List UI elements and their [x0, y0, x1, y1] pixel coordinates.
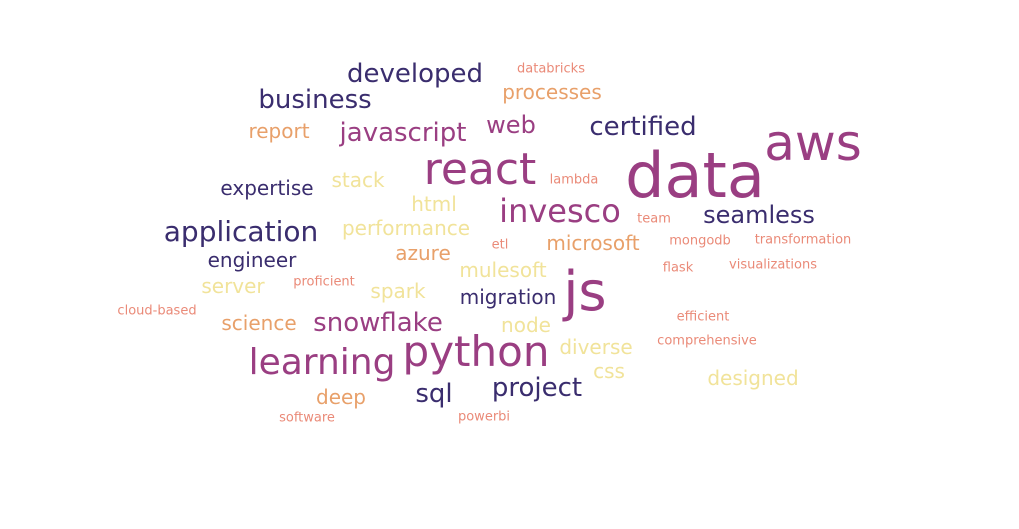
word-team: team [637, 211, 671, 227]
word-lambda: lambda [549, 172, 599, 188]
word-project: project [491, 373, 583, 403]
word-data: data [625, 139, 765, 212]
word-javascript: javascript [339, 118, 467, 148]
word-server: server [201, 274, 265, 298]
word-performance: performance [341, 216, 471, 240]
word-processes: processes [502, 80, 602, 104]
word-snowflake: snowflake [313, 308, 443, 338]
word-certified: certified [589, 112, 697, 142]
word-seamless: seamless [703, 201, 815, 229]
word-microsoft: microsoft [546, 231, 640, 255]
word-etl: etl [491, 237, 509, 253]
word-css: css [593, 359, 625, 383]
word-visualizations: visualizations [729, 257, 817, 273]
word-software: software [279, 410, 335, 426]
word-report: report [248, 119, 310, 143]
word-expertise: expertise [220, 176, 314, 200]
word-sql: sql [415, 379, 453, 409]
word-designed: designed [707, 366, 799, 390]
word-deep: deep [316, 385, 366, 409]
word-business: business [258, 85, 372, 115]
word-efficient: efficient [676, 309, 730, 325]
word-diverse: diverse [559, 335, 633, 359]
word-transformation: transformation [754, 232, 852, 248]
word-react: react [423, 144, 537, 195]
word-spark: spark [370, 279, 426, 303]
word-comprehensive: comprehensive [657, 333, 757, 349]
word-science: science [221, 311, 297, 335]
word-cloud-based: cloud-based [117, 303, 197, 319]
word-stack: stack [331, 168, 385, 192]
word-python: python [402, 327, 550, 376]
word-js: js [563, 260, 607, 323]
word-mulesoft: mulesoft [459, 258, 547, 282]
word-developed: developed [346, 59, 484, 89]
word-node: node [501, 313, 551, 337]
word-aws: aws [764, 114, 862, 172]
word-html: html [411, 192, 457, 216]
word-powerbi: powerbi [457, 409, 511, 425]
word-flask: flask [662, 260, 694, 276]
word-engineer: engineer [207, 248, 297, 272]
word-application: application [163, 215, 319, 248]
word-learning: learning [248, 342, 396, 383]
word-databricks: databricks [517, 61, 585, 77]
word-azure: azure [395, 241, 451, 265]
word-mongodb: mongodb [669, 233, 731, 249]
word-migration: migration [459, 285, 557, 309]
word-proficient: proficient [293, 274, 355, 290]
word-web: web [486, 111, 536, 139]
word-invesco: invesco [499, 192, 621, 230]
